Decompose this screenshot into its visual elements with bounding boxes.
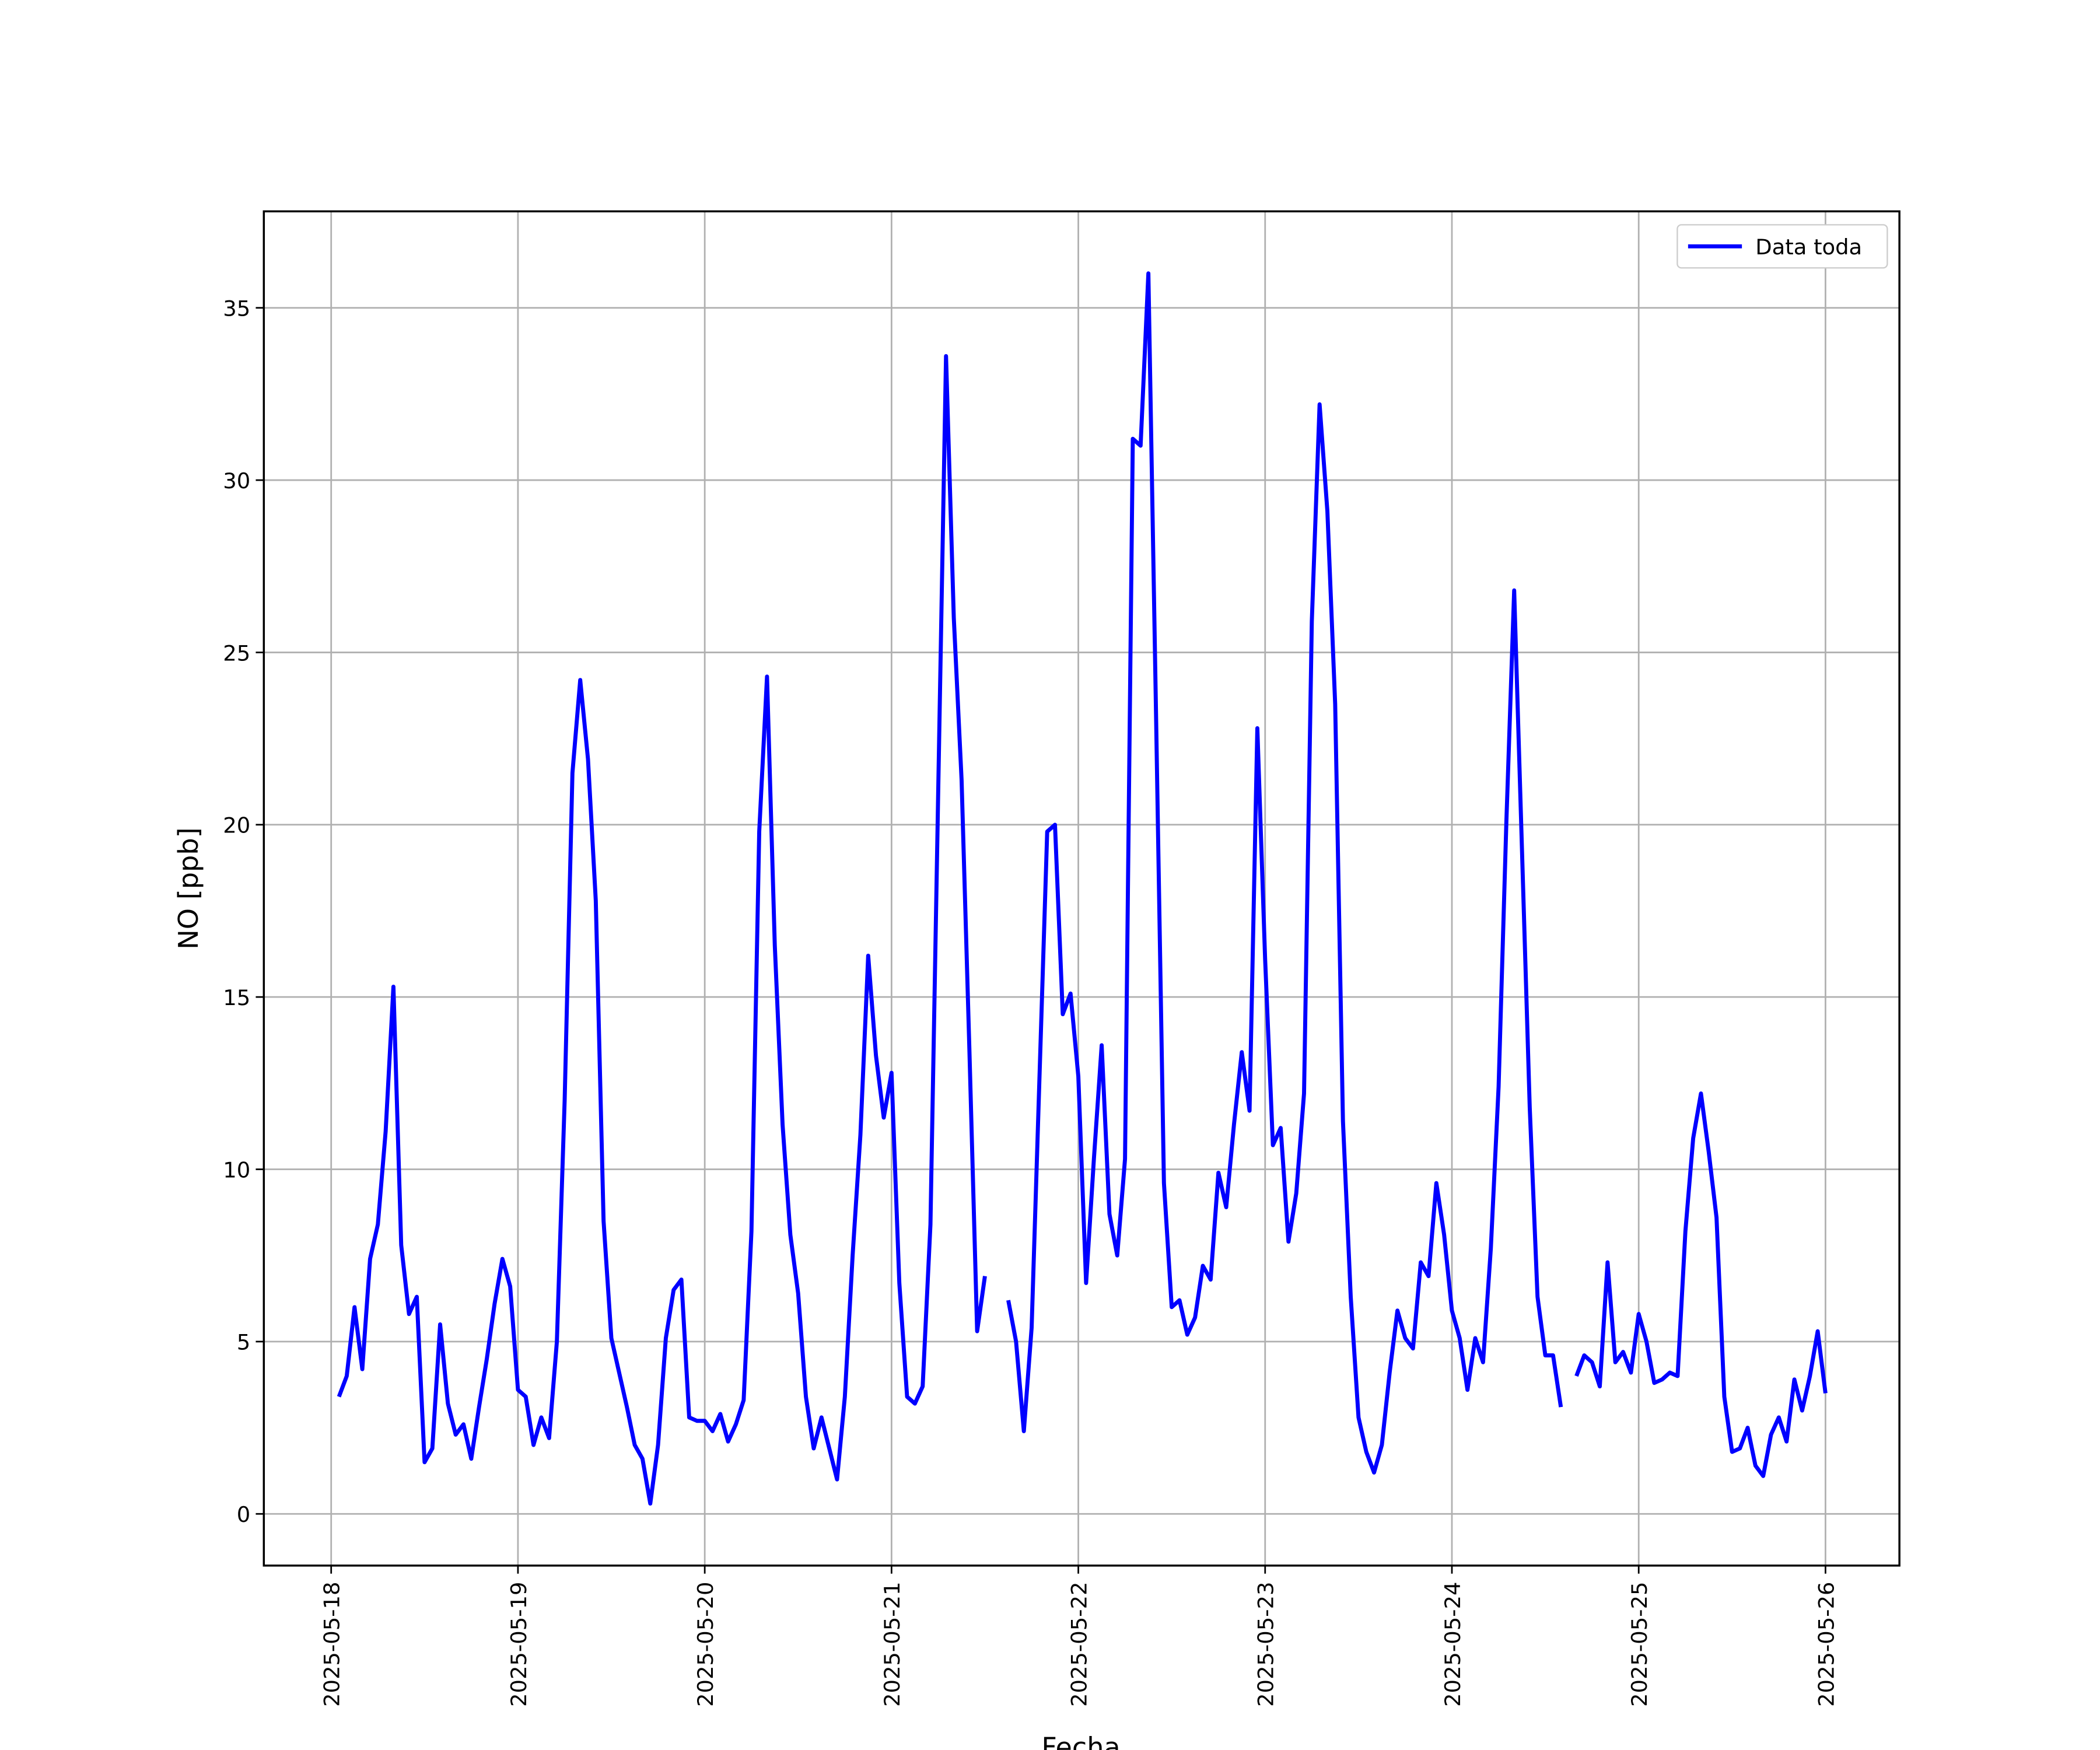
x-tick-label: 2025-05-25 [1627,1582,1652,1707]
plot-frame [262,210,1901,1567]
y-tick-label: 10 [223,1157,250,1182]
x-tick-label: 2025-05-19 [506,1582,531,1707]
legend-box [1676,224,1888,269]
legend-label: Data toda [1755,235,1862,260]
y-tick-label: 0 [237,1502,250,1527]
y-tick-label: 15 [223,985,250,1010]
x-tick-label: 2025-05-26 [1814,1582,1839,1707]
x-axis-label: Fecha [1041,1732,1120,1750]
x-tick-label: 2025-05-20 [693,1582,718,1707]
y-tick-label: 5 [237,1330,250,1355]
x-tick-label: 2025-05-23 [1254,1582,1279,1707]
y-tick-label: 25 [223,640,250,666]
x-tick-label: 2025-05-22 [1066,1582,1091,1707]
y-tick-label: 20 [223,813,250,838]
x-tick-label: 2025-05-24 [1440,1582,1465,1707]
y-tick-label: 35 [223,296,250,321]
y-axis-label: NO [ppb] [173,827,204,949]
data-line [337,271,1828,1506]
x-tick-label: 2025-05-21 [880,1582,905,1707]
y-tick-label: 30 [223,468,250,494]
x-tick-label: 2025-05-18 [320,1582,345,1707]
